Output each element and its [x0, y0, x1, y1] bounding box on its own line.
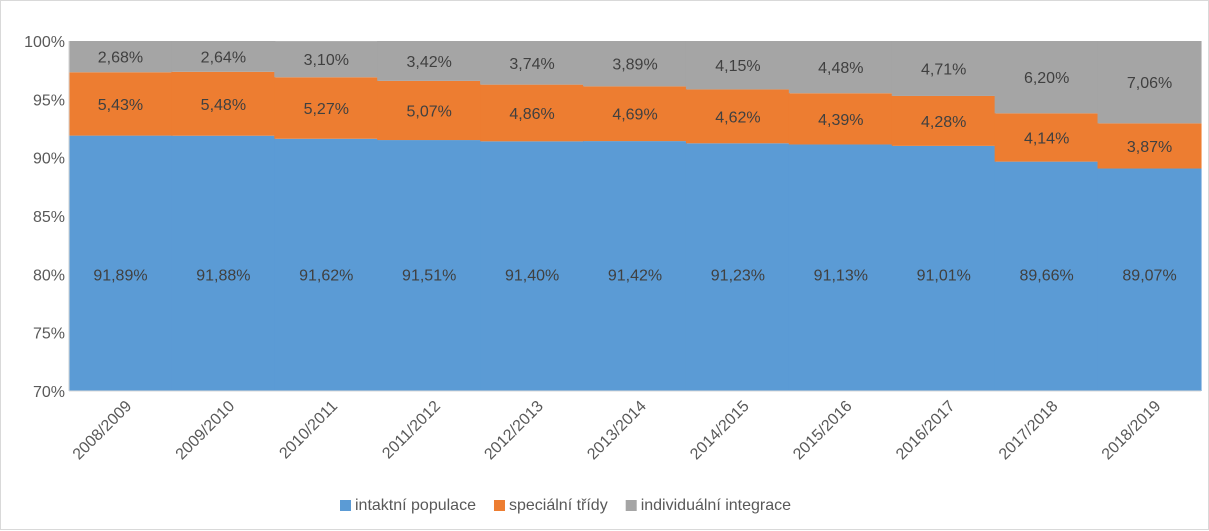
data-label-1-2012/2013: 91,40%: [505, 267, 559, 284]
y-tick-label: 70%: [33, 384, 65, 401]
bar-segment-2-2012/2013: [480, 84, 585, 142]
bar-segment-3-2012/2013: [480, 41, 585, 85]
data-label-1-2014/2015: 91,23%: [711, 267, 765, 284]
bar-segment-1-2010/2011: [274, 138, 379, 391]
bar-segment-3-2011/2012: [377, 41, 482, 81]
y-tick-label: 100%: [24, 34, 65, 51]
bar-segment-1-2016/2017: [891, 145, 996, 391]
bar-segment-3-2010/2011: [274, 41, 379, 78]
x-tick-label: 2014/2015: [687, 398, 753, 464]
x-tick-label: 2015/2016: [790, 398, 856, 464]
bar-segment-2-2010/2011: [274, 77, 379, 139]
x-tick-label: 2008/2009: [70, 398, 136, 464]
bar-segment-2-2013/2014: [583, 86, 687, 142]
y-tick-label: 90%: [33, 151, 65, 168]
data-label-1-2016/2017: 91,01%: [917, 267, 971, 284]
data-label-2-2016/2017: 4,28%: [921, 114, 966, 131]
data-label-3-2014/2015: 4,15%: [715, 58, 760, 75]
data-label-2-2011/2012: 5,07%: [406, 103, 451, 120]
x-tick-label: 2013/2014: [584, 398, 650, 464]
bar-segment-3-2009/2010: [171, 41, 276, 72]
bar-segment-3-2017/2018: [994, 41, 1099, 114]
bar-segment-1-2017/2018: [994, 161, 1099, 391]
data-label-3-2010/2011: 3,10%: [304, 52, 349, 69]
data-label-3-2011/2012: 3,42%: [406, 54, 451, 71]
bar-segment-3-2016/2017: [891, 41, 996, 96]
bar-segment-1-2015/2016: [788, 144, 893, 391]
x-tick-label: 2017/2018: [996, 398, 1062, 464]
legend-swatch-3: [625, 500, 637, 511]
data-label-3-2009/2010: 2,64%: [201, 49, 246, 66]
bar-segment-1-2011/2012: [377, 140, 482, 391]
data-label-2-2008/2009: 5,43%: [98, 97, 143, 114]
data-label-2-2009/2010: 5,48%: [201, 97, 246, 114]
legend-label-1: intaktní populace: [355, 497, 476, 514]
data-label-3-2012/2013: 3,74%: [509, 56, 554, 73]
data-label-2-2013/2014: 4,69%: [612, 107, 657, 124]
bar-segment-2-2009/2010: [171, 71, 276, 136]
data-label-1-2011/2012: 91,51%: [402, 267, 456, 284]
bar-segment-2-2015/2016: [788, 93, 893, 145]
data-label-1-2015/2016: 91,13%: [814, 267, 868, 284]
x-tick-label: 2011/2012: [379, 398, 444, 463]
bar-segment-1-2012/2013: [480, 141, 585, 391]
bar-segment-2-2008/2009: [68, 72, 173, 136]
x-tick-label: 2012/2013: [481, 398, 547, 464]
bar-segment-1-2013/2014: [583, 141, 687, 391]
x-tick-label: 2009/2010: [173, 398, 239, 464]
data-label-1-2018/2019: 89,07%: [1122, 267, 1176, 284]
data-label-1-2010/2011: 91,62%: [299, 267, 353, 284]
data-label-3-2013/2014: 3,89%: [612, 57, 657, 74]
data-label-2-2015/2016: 4,39%: [818, 112, 863, 129]
y-tick-label: 95%: [33, 92, 65, 109]
bars-layer: [68, 41, 1202, 391]
data-label-1-2017/2018: 89,66%: [1020, 267, 1074, 284]
bar-segment-3-2013/2014: [583, 41, 687, 87]
y-tick-label: 85%: [33, 209, 65, 226]
x-tick-label: 2018/2019: [1099, 398, 1165, 464]
data-label-2-2014/2015: 4,62%: [715, 109, 760, 126]
data-labels-layer: 91,89% 5,43% 2,68% 91,88% 5,48% 2,64% 91,62% 5,…: [93, 49, 1176, 284]
data-label-3-2008/2009: 2,68%: [98, 50, 143, 67]
y-tick-label: 75%: [33, 326, 65, 343]
bar-segment-2-2017/2018: [994, 113, 1099, 162]
y-tick-label: 80%: [33, 267, 65, 284]
bar-segment-3-2008/2009: [68, 41, 173, 73]
data-label-2-2012/2013: 4,86%: [509, 106, 554, 123]
bar-segment-1-2009/2010: [171, 135, 276, 391]
bar-segment-1-2008/2009: [68, 135, 173, 391]
data-label-3-2015/2016: 4,48%: [818, 60, 863, 77]
data-label-3-2017/2018: 6,20%: [1024, 70, 1069, 87]
bar-segment-2-2016/2017: [891, 95, 996, 146]
bar-segment-3-2014/2015: [685, 41, 790, 90]
bar-segment-2-2018/2019: [1097, 123, 1202, 169]
bar-segment-1-2014/2015: [685, 143, 790, 391]
bar-segment-3-2018/2019: [1097, 41, 1202, 124]
data-label-3-2016/2017: 4,71%: [921, 61, 966, 78]
legend-swatch-2: [493, 500, 505, 511]
data-label-2-2010/2011: 5,27%: [304, 101, 349, 118]
legend: intaktní populace speciální třídy individu…: [340, 497, 791, 514]
data-label-1-2013/2014: 91,42%: [608, 267, 662, 284]
data-label-1-2008/2009: 91,89%: [93, 267, 147, 284]
bar-segment-3-2015/2016: [788, 41, 893, 94]
legend-label-2: speciální třídy: [509, 497, 608, 514]
x-tick-label: 2016/2017: [893, 398, 959, 464]
bar-segment-2-2014/2015: [685, 89, 790, 144]
bar-segment-2-2011/2012: [377, 80, 482, 141]
data-label-2-2017/2018: 4,14%: [1024, 130, 1069, 147]
x-tick-label: 2010/2011: [276, 398, 341, 463]
bar-segment-1-2018/2019: [1097, 168, 1202, 391]
data-label-3-2018/2019: 7,06%: [1127, 75, 1172, 92]
data-label-1-2009/2010: 91,88%: [196, 267, 250, 284]
data-label-2-2018/2019: 3,87%: [1127, 139, 1172, 156]
legend-label-3: individuální integrace: [641, 497, 791, 514]
legend-swatch-1: [340, 500, 351, 511]
